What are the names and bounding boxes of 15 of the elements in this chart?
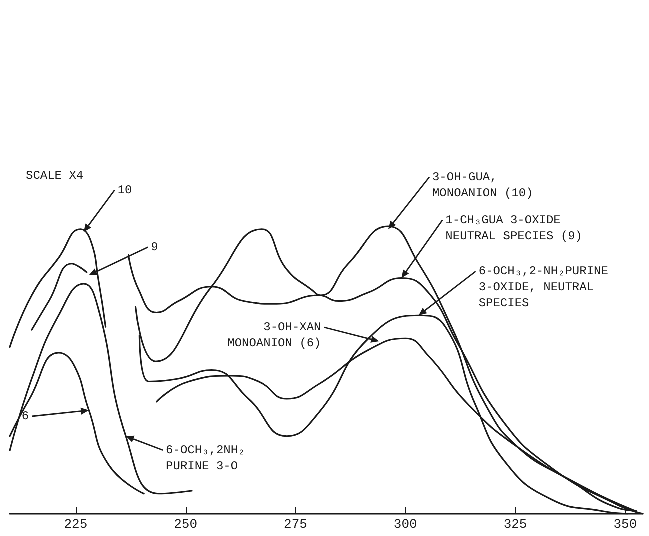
annotation: 10 [118,183,132,198]
annotation: 1-CH₃GUA 3-OXIDE NEUTRAL SPECIES (9) [446,213,582,244]
x-tick-label: 300 [394,517,418,532]
x-tick-label: 275 [284,517,308,532]
x-tick-label: 250 [174,517,198,532]
annotation: 9 [151,240,158,254]
x-tick-label: 350 [614,517,638,532]
annotation: 3-OH-XAN MONOANION (6) [228,320,322,350]
annotation: 3-OH-GUA, MONOANION (10) [432,170,534,200]
annotation: 6 [22,410,30,424]
annotation: 6-OCH₃,2-NH₂PURINE 3-OXIDE, NEUTRAL SPECIES [478,264,608,311]
x-tick-label: 225 [64,517,88,532]
text: SCALE X4 [26,169,84,183]
annotation: 6-OCH₃,2NH₂ PURINE 3-O [166,443,246,474]
x-tick-label: 325 [504,517,528,532]
